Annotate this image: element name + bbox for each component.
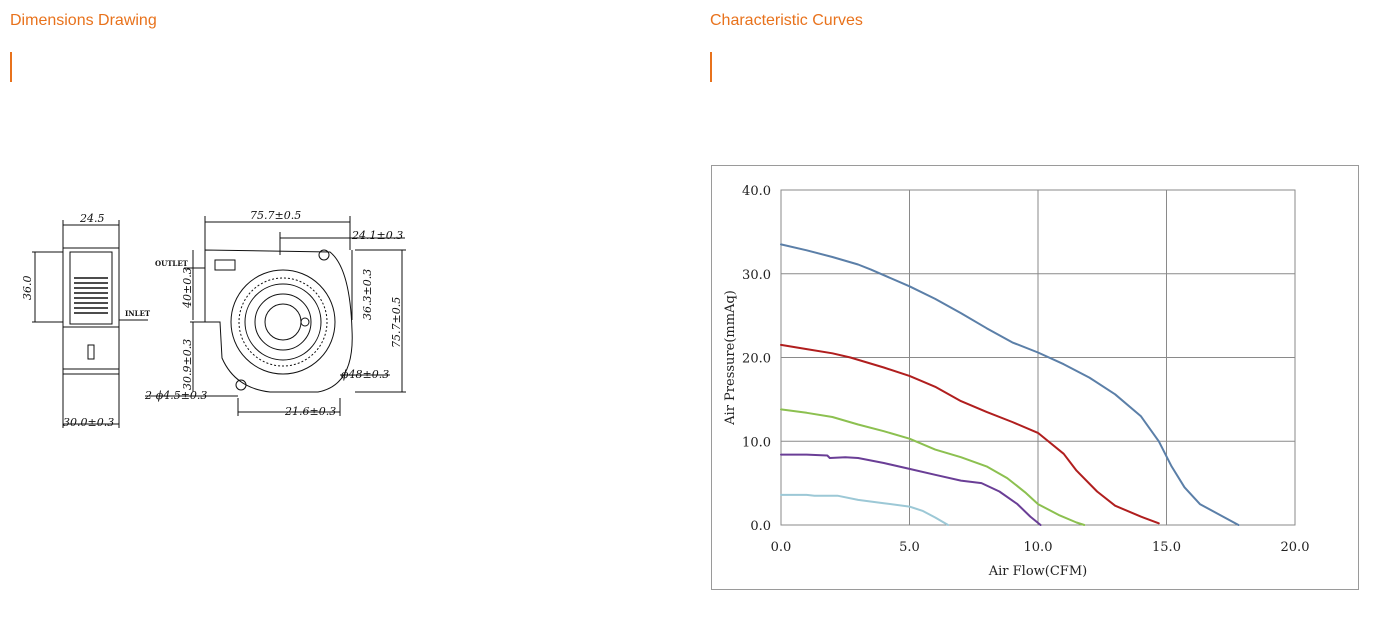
dim-outlet-label: OUTLET (155, 259, 189, 268)
dim-overall-width: 75.7±0.5 (250, 209, 301, 222)
dimensions-drawing: 24.5 36.0 30.0±0.3 INLET OUTLET 75.7±0.5… (21, 209, 406, 429)
y-tick-label: 20.0 (742, 352, 771, 367)
dim-top-width: 24.5 (79, 212, 105, 225)
chart-frame: 0.0 5.0 10.0 15.0 20.0 0.0 10.0 20.0 30.0 40.0 Ai… (711, 165, 1359, 590)
y-tick-label: 30.0 (742, 268, 771, 283)
dim-left-height: 36.0 (21, 276, 34, 301)
y-tick-label: 0.0 (750, 519, 771, 534)
characteristic-curves-chart: 0.0 5.0 10.0 15.0 20.0 0.0 10.0 20.0 30.0 40.0 Ai… (723, 184, 1310, 579)
x-tick-label: 5.0 (899, 540, 920, 555)
y-tick-label: 40.0 (742, 184, 771, 199)
y-tick-label: 10.0 (742, 435, 771, 450)
dimensions-drawing-title: Dimensions Drawing (10, 12, 157, 29)
dim-mount-holes: 2-ϕ4.5±0.3 (144, 389, 207, 402)
series-line-2 (780, 343, 1160, 525)
x-axis-label: Air Flow(CFM) (988, 564, 1087, 579)
dim-impeller-diameter: ϕ48±0.3 (341, 368, 389, 381)
x-tick-label: 20.0 (1281, 540, 1310, 555)
dim-inlet-label: INLET (125, 309, 151, 318)
curves-accent-bar (710, 52, 712, 82)
series-line-3 (780, 408, 1086, 526)
dim-bottom-width: 30.0±0.3 (63, 416, 114, 429)
x-tick-label: 10.0 (1024, 540, 1053, 555)
series-line-1 (780, 243, 1240, 526)
x-tick-label: 0.0 (771, 540, 792, 555)
dim-bottom-offset: 21.6±0.3 (284, 405, 336, 418)
y-axis-label: Air Pressure(mmAq) (723, 290, 738, 426)
series-line-5 (780, 493, 950, 526)
dim-upper-height: 40±0.3 (181, 267, 194, 309)
dim-inner-height: 36.3±0.3 (361, 269, 374, 320)
x-tick-label: 15.0 (1152, 540, 1181, 555)
dim-lower-height: 30.9±0.3 (181, 339, 194, 390)
dim-overall-height: 75.7±0.5 (390, 297, 403, 348)
series-line-4 (780, 453, 1042, 526)
dim-outlet-offset: 24.1±0.3 (351, 229, 403, 242)
dimensions-accent-bar (10, 52, 12, 82)
characteristic-curves-title: Characteristic Curves (710, 12, 863, 29)
